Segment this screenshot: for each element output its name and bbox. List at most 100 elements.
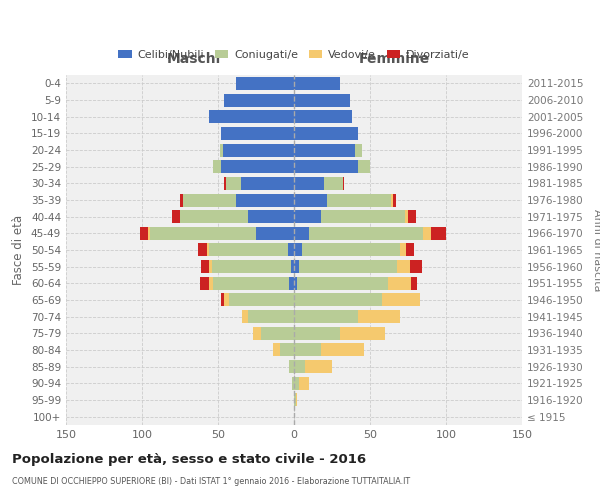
Bar (248, 210, 294, 223)
Y-axis label: Fasce di età: Fasce di età (13, 215, 25, 285)
Bar (291, 260, 294, 273)
Bar (183, 194, 236, 206)
Bar (294, 310, 358, 323)
Bar (201, 260, 209, 273)
Bar (294, 260, 299, 273)
Bar (256, 227, 294, 240)
Bar (208, 244, 209, 256)
Bar (294, 277, 297, 290)
Bar (209, 244, 288, 256)
Bar (322, 344, 364, 356)
Bar (343, 177, 344, 190)
Bar (248, 310, 294, 323)
Legend: Celibi/Nubili, Coniugati/e, Vedovi/e, Divorziati/e: Celibi/Nubili, Coniugati/e, Vedovi/e, Di… (114, 46, 474, 64)
Bar (294, 144, 355, 156)
Bar (411, 277, 417, 290)
Bar (289, 277, 294, 290)
Bar (325, 177, 343, 190)
Bar (358, 310, 400, 323)
Bar (408, 210, 416, 223)
Bar (397, 260, 410, 273)
Bar (280, 344, 294, 356)
Bar (149, 227, 256, 240)
Bar (294, 127, 358, 140)
Bar (260, 327, 294, 340)
Bar (294, 294, 382, 306)
Bar (355, 144, 362, 156)
Bar (220, 144, 223, 156)
Y-axis label: Anni di nascita: Anni di nascita (592, 209, 600, 291)
Bar (391, 194, 393, 206)
Bar (294, 377, 299, 390)
Bar (294, 110, 352, 123)
Bar (224, 294, 229, 306)
Bar (223, 144, 294, 156)
Bar (294, 244, 302, 256)
Bar (305, 360, 332, 373)
Bar (198, 244, 208, 256)
Bar (294, 360, 305, 373)
Bar (172, 210, 180, 223)
Bar (393, 194, 396, 206)
Bar (236, 77, 294, 90)
Bar (294, 94, 350, 106)
Bar (221, 160, 294, 173)
Bar (431, 227, 446, 240)
Bar (410, 260, 422, 273)
Bar (242, 310, 248, 323)
Bar (405, 210, 408, 223)
Bar (253, 327, 260, 340)
Bar (148, 227, 149, 240)
Bar (294, 227, 309, 240)
Bar (299, 260, 397, 273)
Bar (328, 194, 391, 206)
Bar (294, 77, 340, 90)
Bar (406, 244, 414, 256)
Bar (294, 394, 296, 406)
Bar (180, 194, 183, 206)
Bar (180, 210, 248, 223)
Bar (209, 260, 212, 273)
Bar (221, 294, 224, 306)
Text: Femmine: Femmine (359, 52, 430, 66)
Bar (297, 277, 388, 290)
Bar (273, 344, 280, 356)
Bar (200, 277, 209, 290)
Bar (209, 277, 214, 290)
Bar (294, 160, 358, 173)
Bar (209, 110, 294, 123)
Bar (382, 294, 420, 306)
Bar (294, 344, 322, 356)
Bar (212, 260, 291, 273)
Bar (299, 377, 309, 390)
Bar (289, 360, 294, 373)
Bar (221, 127, 294, 140)
Bar (292, 377, 294, 390)
Bar (322, 210, 405, 223)
Bar (214, 160, 221, 173)
Bar (229, 294, 294, 306)
Bar (302, 244, 400, 256)
Bar (294, 194, 328, 206)
Bar (294, 327, 340, 340)
Bar (309, 227, 423, 240)
Bar (423, 227, 431, 240)
Bar (294, 210, 322, 223)
Bar (296, 394, 297, 406)
Bar (224, 177, 226, 190)
Bar (388, 277, 411, 290)
Bar (241, 177, 294, 190)
Bar (400, 244, 406, 256)
Bar (236, 194, 294, 206)
Bar (288, 244, 294, 256)
Bar (294, 177, 325, 190)
Text: Maschi: Maschi (167, 52, 221, 66)
Bar (224, 94, 294, 106)
Text: COMUNE DI OCCHIEPPO SUPERIORE (BI) - Dati ISTAT 1° gennaio 2016 - Elaborazione T: COMUNE DI OCCHIEPPO SUPERIORE (BI) - Dat… (12, 477, 410, 486)
Bar (358, 160, 370, 173)
Bar (340, 327, 385, 340)
Bar (214, 277, 289, 290)
Text: Popolazione per età, sesso e stato civile - 2016: Popolazione per età, sesso e stato civil… (12, 452, 366, 466)
Bar (140, 227, 148, 240)
Bar (226, 177, 241, 190)
